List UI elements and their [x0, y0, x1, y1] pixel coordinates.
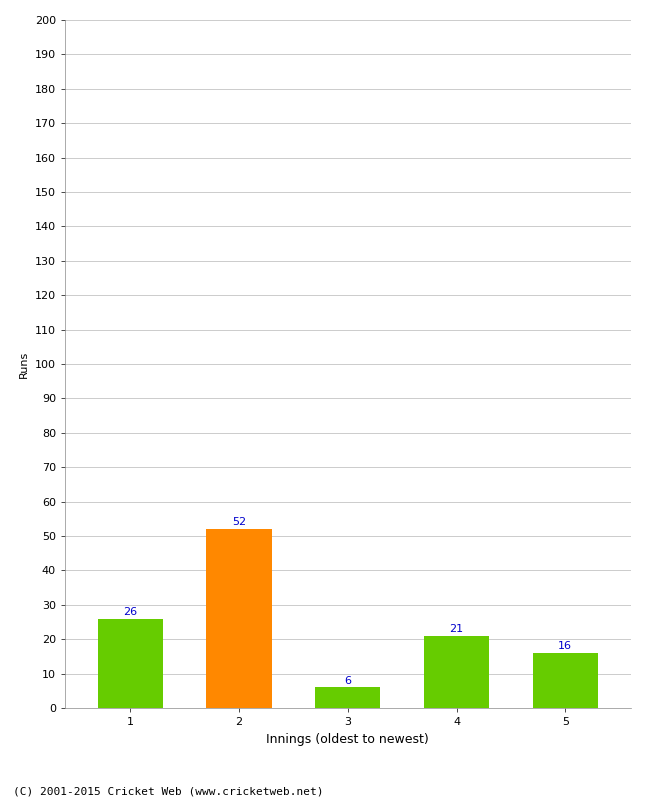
Text: 52: 52: [232, 518, 246, 527]
X-axis label: Innings (oldest to newest): Innings (oldest to newest): [266, 733, 429, 746]
Bar: [207, 529, 272, 708]
Text: 26: 26: [124, 607, 137, 617]
Bar: [532, 653, 598, 708]
Text: 21: 21: [449, 624, 463, 634]
Y-axis label: Runs: Runs: [20, 350, 29, 378]
Text: 6: 6: [344, 676, 351, 686]
Text: (C) 2001-2015 Cricket Web (www.cricketweb.net): (C) 2001-2015 Cricket Web (www.cricketwe…: [13, 786, 324, 796]
Bar: [98, 618, 163, 708]
Bar: [424, 636, 489, 708]
Text: 16: 16: [558, 642, 572, 651]
Bar: [315, 687, 380, 708]
